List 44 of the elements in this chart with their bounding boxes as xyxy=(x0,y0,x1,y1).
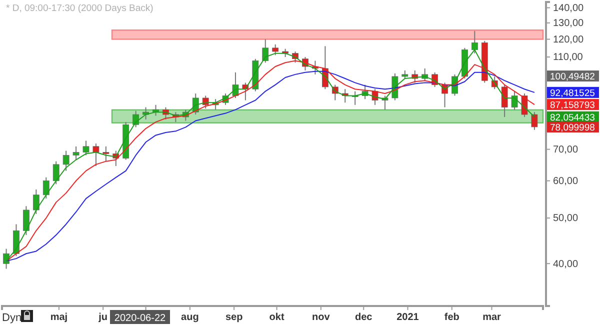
x-tick-label: 2021 xyxy=(396,312,420,324)
x-tick-label: sep xyxy=(225,312,243,324)
candlestick xyxy=(132,110,140,128)
candlestick xyxy=(422,68,428,82)
candlestick xyxy=(32,188,40,214)
candlestick xyxy=(501,84,508,118)
candlestick xyxy=(531,112,538,130)
candlestick xyxy=(382,95,388,110)
y-tick-label: 70,00 xyxy=(553,144,578,156)
data-label: 87,158793 xyxy=(550,100,595,112)
candlestick xyxy=(272,44,279,56)
candlestick xyxy=(23,206,30,236)
candlestick xyxy=(82,140,90,156)
chart-title: * D, 09:00-17:30 (2000 Days Back) xyxy=(6,3,154,14)
candlestick xyxy=(102,146,110,162)
x-tick-label: maj xyxy=(50,312,68,324)
y-tick-label: 130,00 xyxy=(553,18,584,30)
candlestick xyxy=(511,90,518,110)
y-tick-label: 120,00 xyxy=(553,34,584,46)
y-tick-label: 140,00 xyxy=(553,2,584,14)
text: 2020-06-22 xyxy=(114,313,166,324)
x-tick-label: dec xyxy=(355,312,373,324)
candlestick xyxy=(232,72,239,98)
text: Dyn xyxy=(2,312,22,324)
y-tick-label: 110,00 xyxy=(553,52,584,64)
candlestick xyxy=(13,224,20,257)
candlestick xyxy=(52,160,60,185)
x-tick-label: ju xyxy=(98,312,108,324)
x-tick-label: okt xyxy=(269,312,285,324)
x-tick-label: nov xyxy=(312,312,330,324)
text: 78,099998 xyxy=(550,122,595,134)
x-tick-label: aug xyxy=(181,312,199,324)
text: 100,49482 xyxy=(550,72,595,82)
y-tick-label: 60,00 xyxy=(553,176,578,187)
data-label: 82,054433 xyxy=(550,112,595,124)
x-tick-label: feb xyxy=(444,312,460,324)
candlestick xyxy=(42,176,50,200)
y-tick-label: 50,00 xyxy=(553,213,578,224)
y-tick-label: 40,00 xyxy=(553,258,578,270)
candlestick xyxy=(92,143,100,167)
candlestick xyxy=(72,146,80,160)
candlestick xyxy=(62,150,70,172)
x-tick-label: mar xyxy=(482,312,502,324)
data-label: 92,481525 xyxy=(550,88,595,99)
